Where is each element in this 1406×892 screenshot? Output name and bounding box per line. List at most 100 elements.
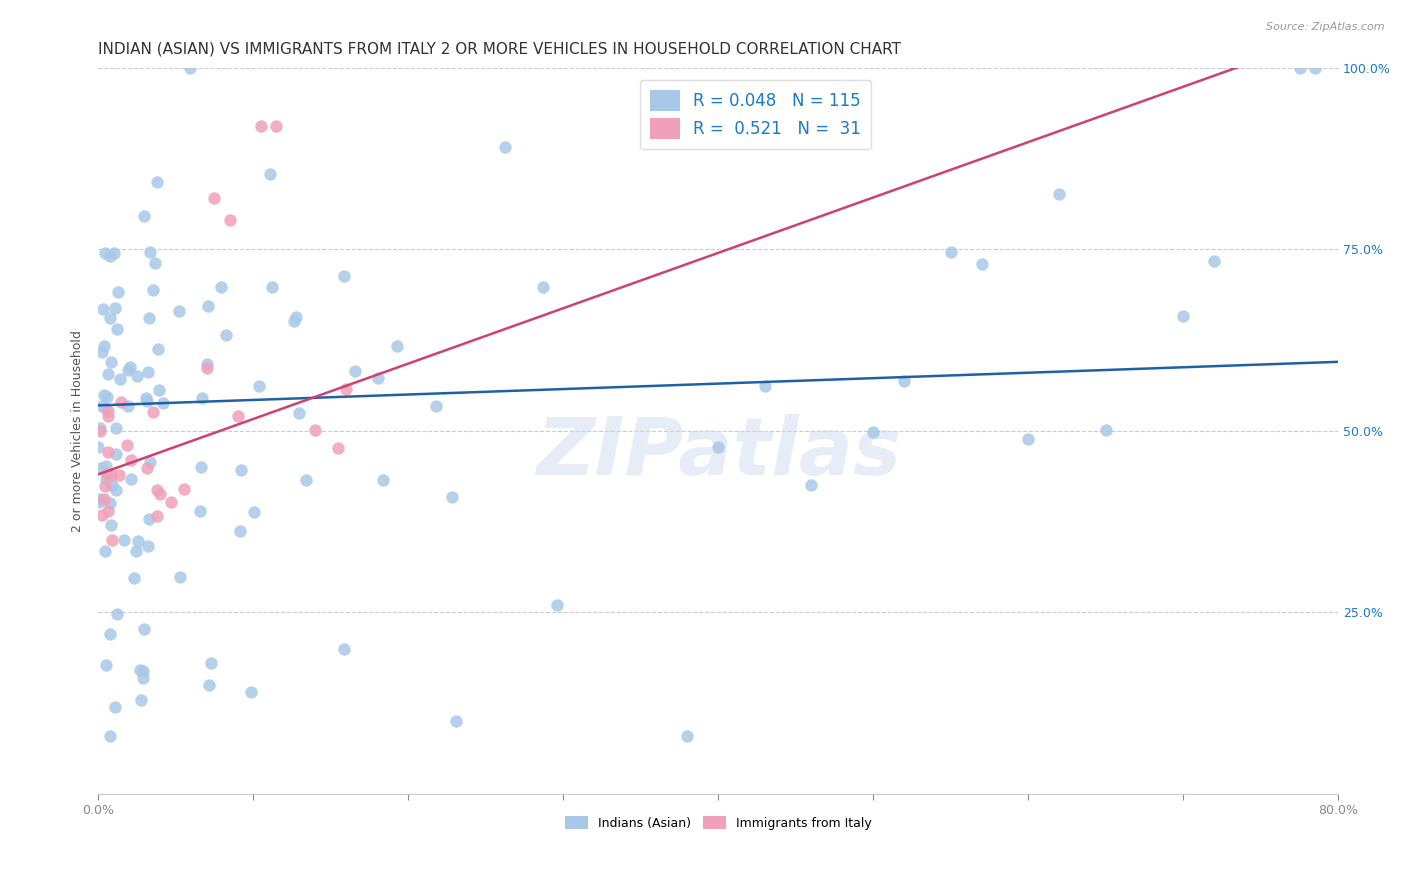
Point	[104, 699, 127, 714]
Point	[100, 533, 122, 547]
Point	[152, 396, 174, 410]
Point	[120, 472, 142, 486]
Point	[98, 496, 121, 510]
Point	[97, 409, 120, 423]
Point	[138, 311, 160, 326]
Point	[108, 468, 131, 483]
Point	[531, 280, 554, 294]
Point	[118, 359, 141, 374]
Point	[120, 453, 142, 467]
Point	[444, 714, 467, 729]
Point	[1094, 423, 1116, 437]
Point	[146, 343, 169, 357]
Point	[145, 508, 167, 523]
Point	[546, 598, 568, 612]
Point	[100, 468, 122, 483]
Point	[132, 622, 155, 636]
Point	[190, 459, 212, 474]
Point	[169, 570, 191, 584]
Point	[94, 472, 117, 486]
Point	[371, 473, 394, 487]
Point	[138, 455, 160, 469]
Point	[191, 392, 214, 406]
Point	[89, 421, 111, 435]
Point	[367, 371, 389, 385]
Point	[110, 372, 132, 386]
Point	[676, 729, 699, 743]
Text: INDIAN (ASIAN) VS IMMIGRANTS FROM ITALY 2 OR MORE VEHICLES IN HOUSEHOLD CORRELAT: INDIAN (ASIAN) VS IMMIGRANTS FROM ITALY …	[98, 42, 901, 57]
Point	[328, 441, 350, 455]
Point	[247, 379, 270, 393]
Point	[149, 487, 172, 501]
Point	[93, 492, 115, 507]
Point	[283, 314, 305, 328]
Point	[195, 357, 218, 371]
Point	[146, 483, 169, 497]
Point	[135, 394, 157, 409]
Point	[97, 504, 120, 518]
Point	[122, 571, 145, 585]
Point	[202, 191, 225, 205]
Point	[105, 421, 128, 435]
Point	[332, 268, 354, 283]
Text: ZIPatlas: ZIPatlas	[536, 414, 901, 491]
Point	[226, 409, 249, 423]
Point	[173, 482, 195, 496]
Point	[143, 256, 166, 270]
Point	[87, 440, 110, 454]
Point	[94, 458, 117, 473]
Point	[135, 391, 157, 405]
Point	[103, 246, 125, 260]
Point	[100, 355, 122, 369]
Point	[259, 167, 281, 181]
Point	[159, 494, 181, 508]
Point	[134, 209, 156, 223]
Point	[97, 444, 120, 458]
Point	[219, 213, 242, 227]
Point	[188, 504, 211, 518]
Point	[335, 382, 357, 396]
Point	[98, 249, 121, 263]
Point	[98, 627, 121, 641]
Point	[104, 447, 127, 461]
Point	[94, 478, 117, 492]
Point	[138, 511, 160, 525]
Point	[266, 119, 288, 133]
Point	[148, 383, 170, 397]
Point	[441, 490, 464, 504]
Point	[112, 533, 135, 547]
Point	[288, 406, 311, 420]
Point	[1303, 61, 1326, 75]
Point	[93, 339, 115, 353]
Point	[105, 322, 128, 336]
Point	[94, 544, 117, 558]
Point	[243, 505, 266, 519]
Point	[97, 404, 120, 418]
Point	[136, 461, 159, 475]
Legend: Indians (Asian), Immigrants from Italy: Indians (Asian), Immigrants from Italy	[560, 812, 876, 835]
Point	[387, 339, 409, 353]
Point	[494, 140, 516, 154]
Point	[146, 175, 169, 189]
Point	[209, 280, 232, 294]
Point	[117, 363, 139, 377]
Point	[304, 424, 326, 438]
Point	[97, 367, 120, 381]
Point	[195, 361, 218, 376]
Point	[117, 399, 139, 413]
Point	[136, 365, 159, 379]
Point	[200, 657, 222, 671]
Y-axis label: 2 or more Vehicles in Household: 2 or more Vehicles in Household	[72, 330, 84, 532]
Point	[115, 438, 138, 452]
Point	[970, 257, 993, 271]
Point	[132, 671, 155, 685]
Point	[344, 364, 367, 378]
Point	[94, 657, 117, 672]
Point	[707, 440, 730, 454]
Point	[93, 245, 115, 260]
Point	[96, 467, 118, 482]
Point	[98, 729, 121, 743]
Text: Source: ZipAtlas.com: Source: ZipAtlas.com	[1267, 22, 1385, 32]
Point	[100, 517, 122, 532]
Point	[1017, 432, 1039, 446]
